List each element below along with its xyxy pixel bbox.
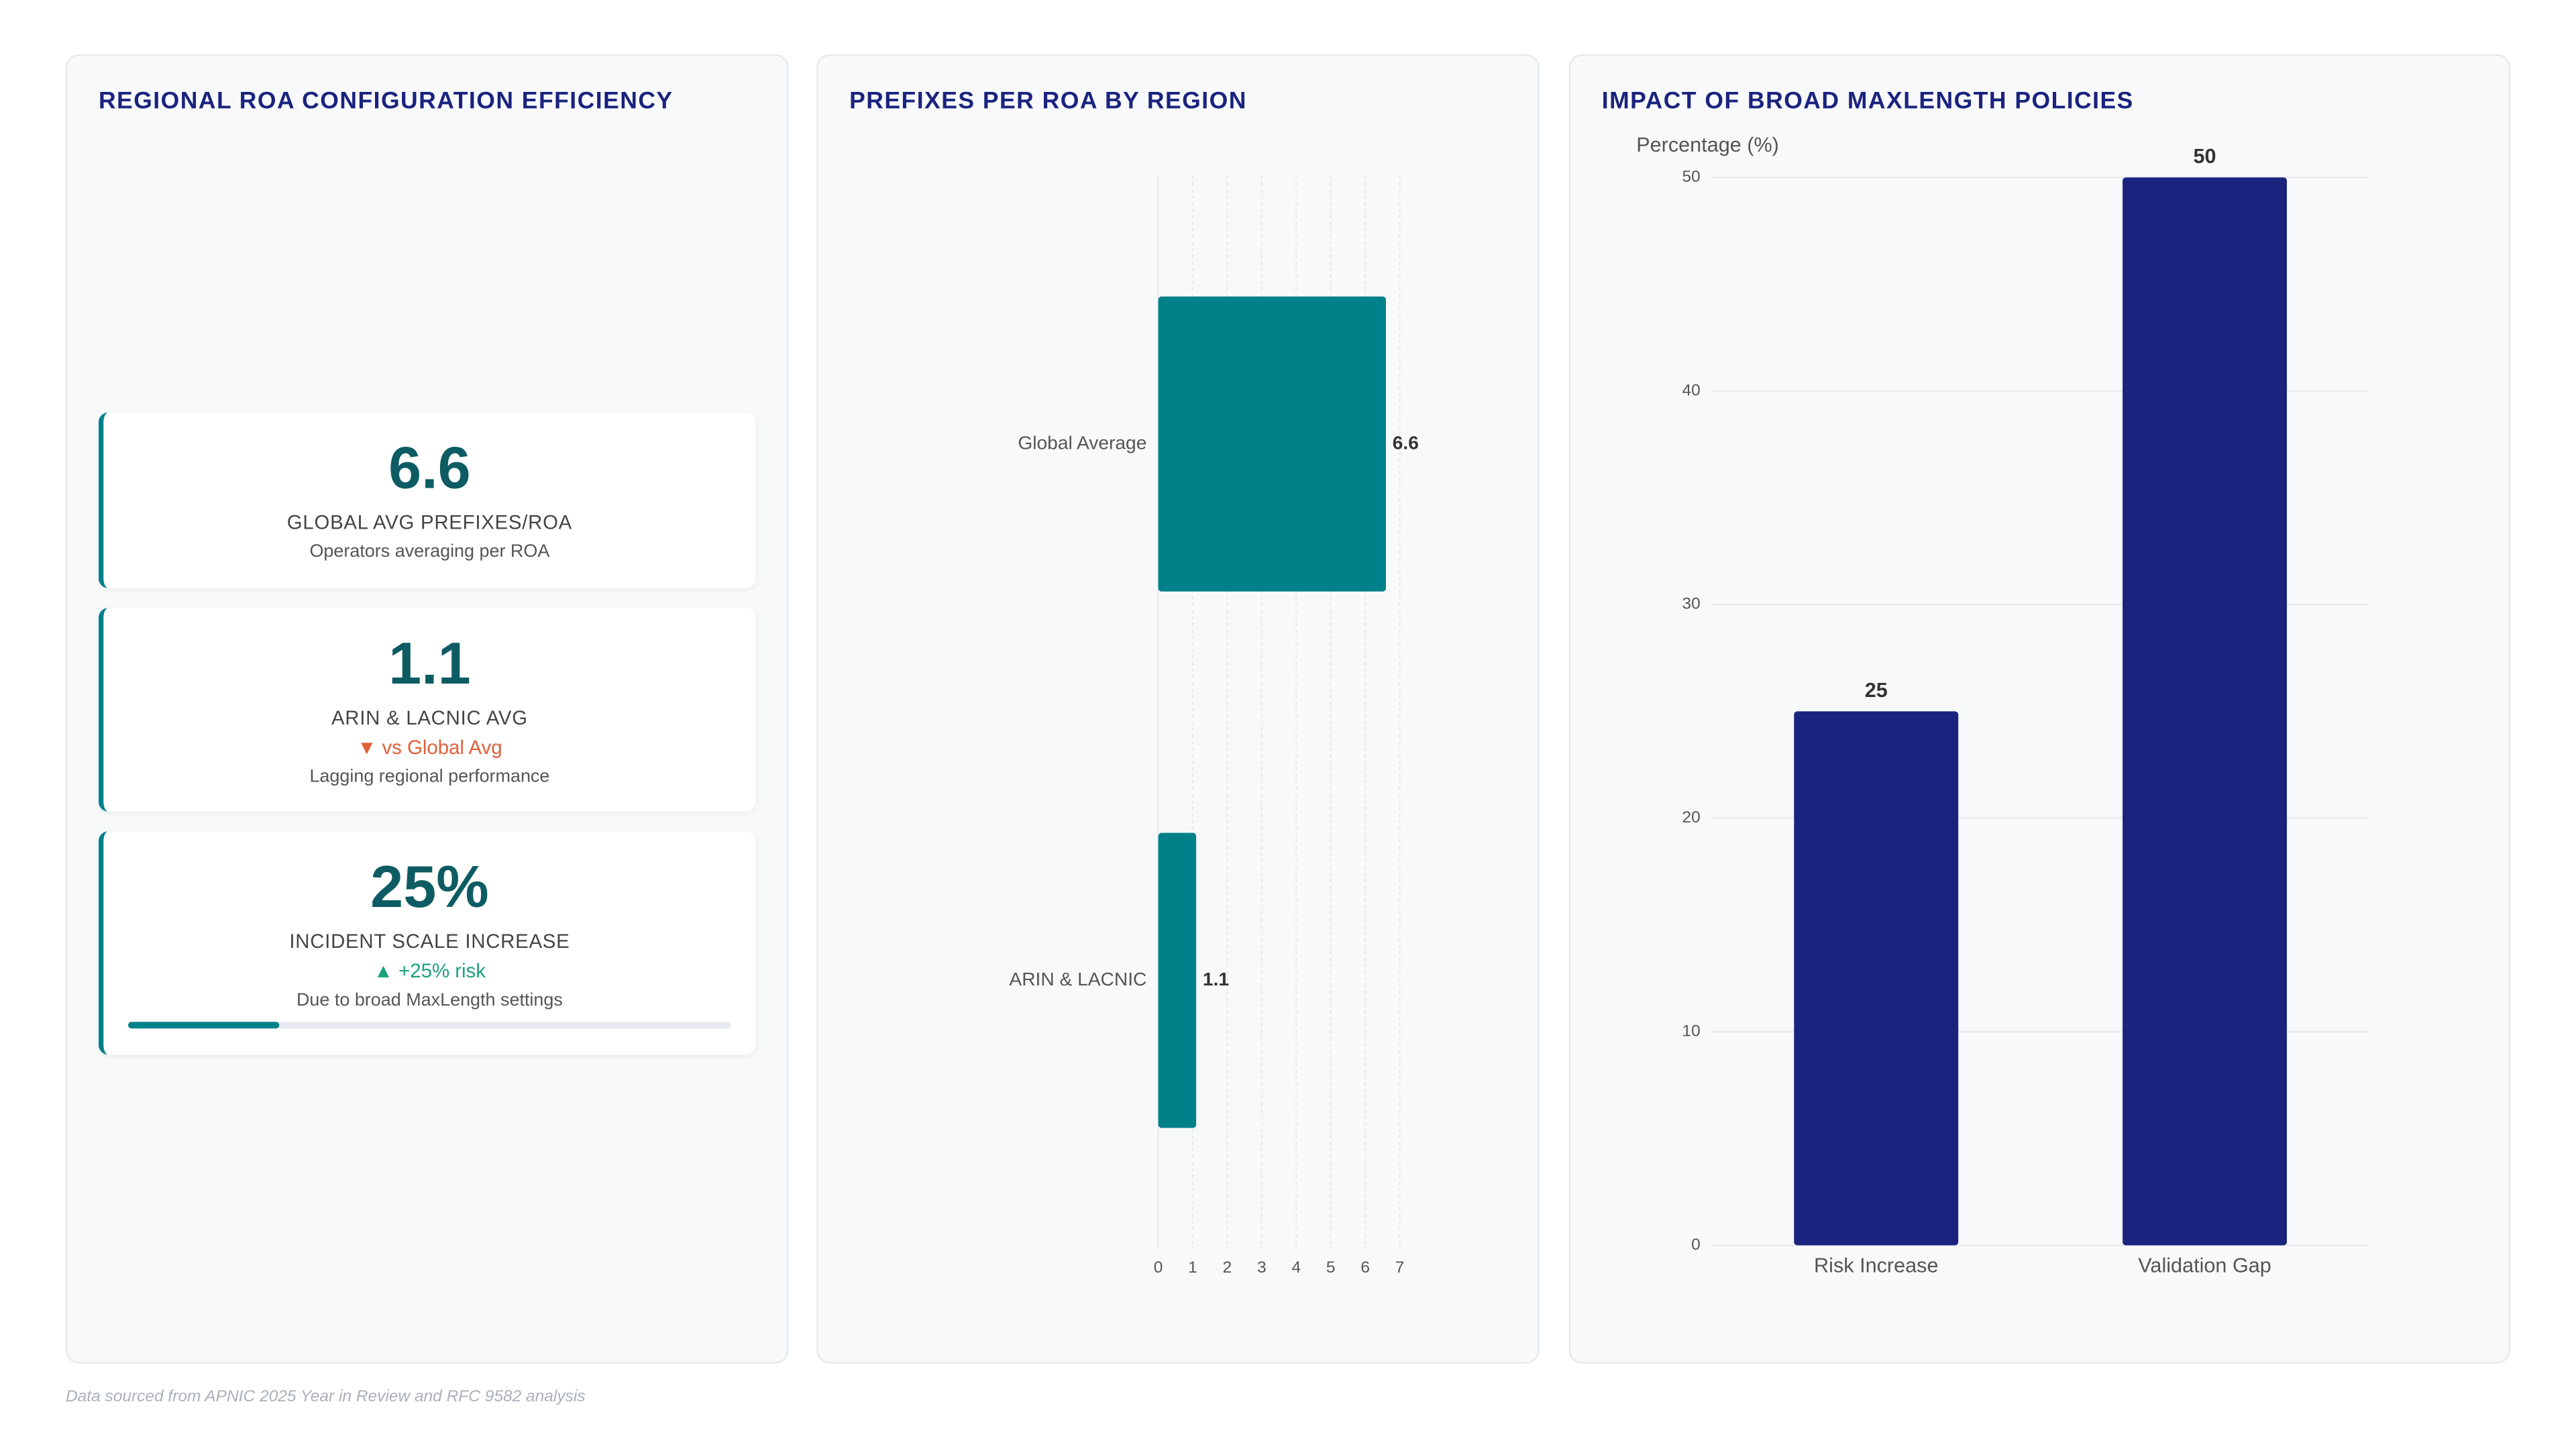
bar bbox=[1158, 833, 1197, 1128]
x-tick-label: 7 bbox=[1395, 1258, 1405, 1277]
y-tick-label: 10 bbox=[1682, 1022, 1700, 1040]
chart-panel: PREFIXES PER ROA BY REGION bbox=[816, 54, 1540, 1364]
kpi-label: GLOBAL AVG PREFIXES/ROA bbox=[286, 511, 573, 534]
data-label: 50 bbox=[2194, 145, 2216, 168]
panel-title: IMPACT OF BROAD MAXLENGTH POLICIES bbox=[1601, 89, 2134, 115]
y-tick-label: Global Average bbox=[1018, 432, 1146, 453]
panel-title: REGIONAL ROA CONFIGURATION EFFICIENCY bbox=[98, 89, 674, 115]
progress-bar bbox=[128, 1022, 279, 1029]
x-tick-label: Validation Gap bbox=[2138, 1254, 2271, 1277]
kpi-card: 25% INCIDENT SCALE INCREASE ▲ +25% risk … bbox=[98, 831, 756, 1055]
progress-track bbox=[128, 1022, 731, 1029]
x-tick-label: 2 bbox=[1223, 1258, 1232, 1277]
x-tick-label: Risk Increase bbox=[1814, 1254, 1938, 1277]
y-tick-label: 40 bbox=[1682, 381, 1700, 399]
kpi-note: Lagging regional performance bbox=[309, 767, 550, 788]
kpi-label: INCIDENT SCALE INCREASE bbox=[289, 930, 570, 953]
y-tick-label: 50 bbox=[1682, 168, 1700, 186]
kpi-change: ▲ +25% risk bbox=[373, 959, 486, 983]
kpi-card: 6.6 GLOBAL AVG PREFIXES/ROA Operators av… bbox=[98, 412, 756, 588]
x-tick-label: 6 bbox=[1360, 1258, 1370, 1277]
y-axis-label: Percentage (%) bbox=[1636, 133, 1779, 156]
x-tick-label: 5 bbox=[1326, 1258, 1336, 1277]
data-label: 25 bbox=[1865, 679, 1888, 702]
footer: Data sourced from APNIC 2025 Year in Rev… bbox=[65, 1388, 586, 1407]
bar bbox=[2123, 177, 2288, 1246]
kpi-value: 1.1 bbox=[388, 629, 471, 697]
kpi-card: 1.1 ARIN & LACNIC AVG ▼ vs Global Avg La… bbox=[98, 608, 756, 812]
kpi-note: Operators averaging per ROA bbox=[309, 542, 550, 562]
x-tick-label: 1 bbox=[1188, 1258, 1197, 1277]
data-label: 1.1 bbox=[1203, 969, 1229, 989]
bar bbox=[1794, 711, 1959, 1246]
chart-panel: IMPACT OF BROAD MAXLENGTH POLICIES bbox=[1568, 54, 2511, 1364]
panel-title: PREFIXES PER ROA BY REGION bbox=[849, 89, 1247, 115]
kpi-label: ARIN & LACNIC AVG bbox=[331, 706, 528, 730]
y-tick-label: 30 bbox=[1682, 595, 1700, 613]
kpi-change: ▼ vs Global Avg bbox=[357, 736, 502, 759]
x-tick-label: 0 bbox=[1154, 1258, 1163, 1277]
data-label: 6.6 bbox=[1393, 432, 1419, 453]
y-tick-label: 20 bbox=[1682, 808, 1700, 826]
y-tick-label: 0 bbox=[1691, 1236, 1701, 1254]
bar bbox=[1158, 296, 1386, 592]
kpi-note: Due to broad MaxLength settings bbox=[296, 990, 563, 1011]
x-tick-label: 4 bbox=[1291, 1258, 1301, 1277]
kpi-value: 6.6 bbox=[388, 433, 471, 501]
y-tick-label: ARIN & LACNIC bbox=[1009, 969, 1146, 989]
x-tick-label: 3 bbox=[1257, 1258, 1267, 1277]
kpi-value: 25% bbox=[370, 853, 489, 920]
